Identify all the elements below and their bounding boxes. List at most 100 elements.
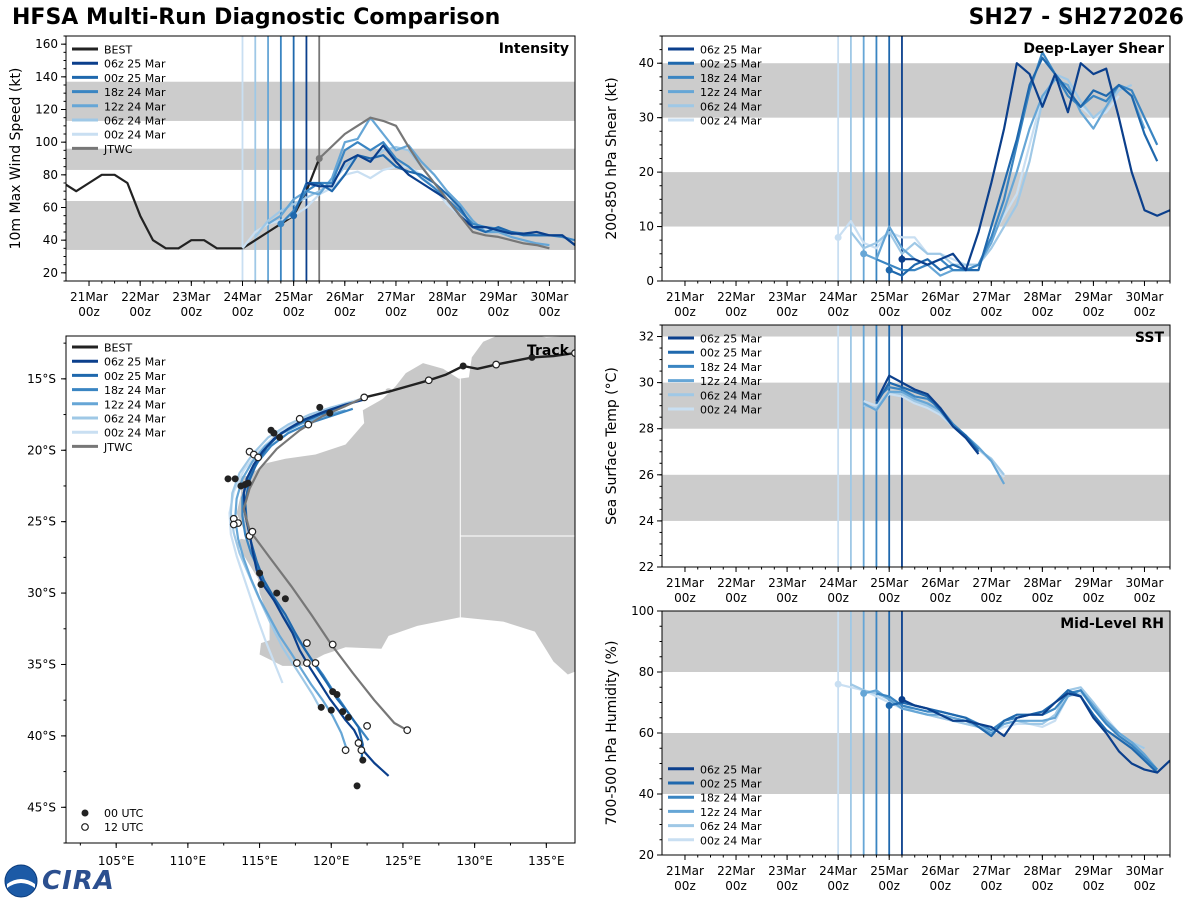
track-point-12utc xyxy=(492,360,501,369)
rh-legend-label: 06z 24 Mar xyxy=(700,820,762,833)
sst-xtick-label: 00z xyxy=(1083,591,1105,605)
track-ytick-label: 35°S xyxy=(27,657,56,671)
sst-plot-area xyxy=(662,325,1170,567)
shear-init-marker xyxy=(885,266,893,274)
shear-xtick-label: 24Mar xyxy=(819,290,857,304)
track-point-12utc xyxy=(341,746,350,755)
track-point-00utc xyxy=(231,475,239,483)
intensity-xtick-label: 00z xyxy=(334,305,356,319)
shear-legend-label: 12z 24 Mar xyxy=(700,86,762,99)
shear-xtick-label: 00z xyxy=(776,305,798,319)
shear-xtick-label: 00z xyxy=(929,305,951,319)
track-point-00utc xyxy=(281,595,289,603)
sst-legend-label: 00z 24 Mar xyxy=(700,404,762,417)
rh-threshold-band xyxy=(662,733,1170,794)
intensity-legend-label: 00z 25 Mar xyxy=(104,72,166,85)
island xyxy=(364,409,371,414)
track-line xyxy=(229,400,354,711)
sst-ytick-label: 30 xyxy=(639,376,654,390)
intensity-legend-label: 06z 25 Mar xyxy=(104,58,166,71)
shear-xtick-label: 30Mar xyxy=(1126,290,1164,304)
track-point-12utc xyxy=(302,659,311,667)
intensity-xtick-label: 00z xyxy=(78,305,100,319)
track-ytick-label: 20°S xyxy=(27,443,56,457)
intensity-xtick-label: 00z xyxy=(487,305,509,319)
shear-legend-label: 00z 24 Mar xyxy=(700,115,762,128)
track-line xyxy=(228,396,368,684)
shear-ytick-label: 20 xyxy=(639,165,654,179)
intensity-ylabel: 10m Max Wind Speed (kt) xyxy=(8,68,24,250)
sst-series-line xyxy=(875,374,980,455)
intensity-ytick-label: 40 xyxy=(43,233,58,247)
sst-xtick-label: 00z xyxy=(929,591,951,605)
track-point-12utc xyxy=(424,376,433,385)
shear-init-marker xyxy=(834,233,842,241)
shear-xtick-label: 00z xyxy=(674,305,696,319)
shear-xtick-label: 28Mar xyxy=(1023,290,1061,304)
track-legend-label: 12 UTC xyxy=(104,821,144,834)
noaa-icon xyxy=(4,864,38,898)
shear-ylabel: 200-850 hPa Shear (kt) xyxy=(604,77,620,239)
track-legend-label: 12z 24 Mar xyxy=(104,398,166,411)
intensity-xtick-label: 00z xyxy=(181,305,203,319)
panel-sst: 22242628303221Mar00z22Mar00z23Mar00z24Ma… xyxy=(604,324,1171,605)
rh-xtick-label: 00z xyxy=(1032,879,1054,893)
track-xtick-label: 125°E xyxy=(385,854,422,868)
track-point-00utc xyxy=(276,433,284,441)
sst-legend-label: 06z 25 Mar xyxy=(700,333,762,346)
sst-series-line xyxy=(863,390,1006,485)
track-xtick-label: 120°E xyxy=(313,854,350,868)
intensity-xtick-label: 29Mar xyxy=(479,290,517,304)
intensity-ytick-label: 100 xyxy=(35,135,58,149)
track-point-12utc xyxy=(403,726,412,735)
sst-xtick-label: 24Mar xyxy=(819,576,857,590)
rh-xtick-label: 00z xyxy=(929,879,951,893)
track-point-00utc xyxy=(256,569,264,577)
rh-xtick-label: 00z xyxy=(725,879,747,893)
shear-xtick-label: 00z xyxy=(981,305,1003,319)
rh-xtick-label: 00z xyxy=(674,879,696,893)
intensity-ytick-label: 60 xyxy=(43,201,58,215)
intensity-legend-label: 06z 24 Mar xyxy=(104,115,166,128)
track-ytick-label: 40°S xyxy=(27,729,56,743)
shear-xtick-label: 00z xyxy=(725,305,747,319)
intensity-ytick-label: 80 xyxy=(43,168,58,182)
intensity-xtick-label: 22Mar xyxy=(121,290,159,304)
rh-legend-label: 00z 24 Mar xyxy=(700,834,762,847)
rh-ytick-label: 40 xyxy=(639,787,654,801)
intensity-init-marker xyxy=(290,212,298,220)
rh-xtick-label: 23Mar xyxy=(768,864,806,878)
shear-xtick-label: 00z xyxy=(1032,305,1054,319)
track-plot-area xyxy=(224,324,575,790)
rh-init-marker xyxy=(885,702,893,710)
rh-plot-area xyxy=(662,611,1170,855)
legend-marker-00utc xyxy=(81,809,89,817)
track-point-12utc xyxy=(354,739,363,747)
track-legend-label: 00z 24 Mar xyxy=(104,427,166,440)
sst-ylabel: Sea Surface Temp (°C) xyxy=(604,367,620,525)
rh-xtick-label: 00z xyxy=(1134,879,1156,893)
shear-legend-label: 00z 25 Mar xyxy=(700,58,762,71)
shear-series-line xyxy=(875,51,1159,272)
sst-ytick-label: 22 xyxy=(639,560,654,574)
intensity-series-line xyxy=(66,158,321,250)
sst-title: SST xyxy=(1135,330,1165,346)
track-legend-label: 00 UTC xyxy=(104,807,144,820)
intensity-xtick-label: 28Mar xyxy=(428,290,466,304)
sst-legend-label: 00z 25 Mar xyxy=(700,347,762,360)
track-point-00utc xyxy=(267,426,275,434)
shear-title: Deep-Layer Shear xyxy=(1023,41,1164,57)
rh-ytick-label: 20 xyxy=(639,848,654,862)
rh-xtick-label: 00z xyxy=(776,879,798,893)
intensity-xtick-label: 00z xyxy=(283,305,305,319)
track-xtick-label: 110°E xyxy=(170,854,207,868)
shear-xtick-label: 27Mar xyxy=(972,290,1010,304)
storm-id: SH27 - SH272026 xyxy=(968,5,1184,30)
island xyxy=(507,324,513,328)
track-point-12utc xyxy=(571,349,575,358)
intensity-xtick-label: 21Mar xyxy=(70,290,108,304)
rh-legend-label: 12z 24 Mar xyxy=(700,806,762,819)
intensity-ytick-label: 140 xyxy=(35,70,58,84)
sst-xtick-label: 25Mar xyxy=(870,576,908,590)
sst-xtick-label: 00z xyxy=(827,591,849,605)
